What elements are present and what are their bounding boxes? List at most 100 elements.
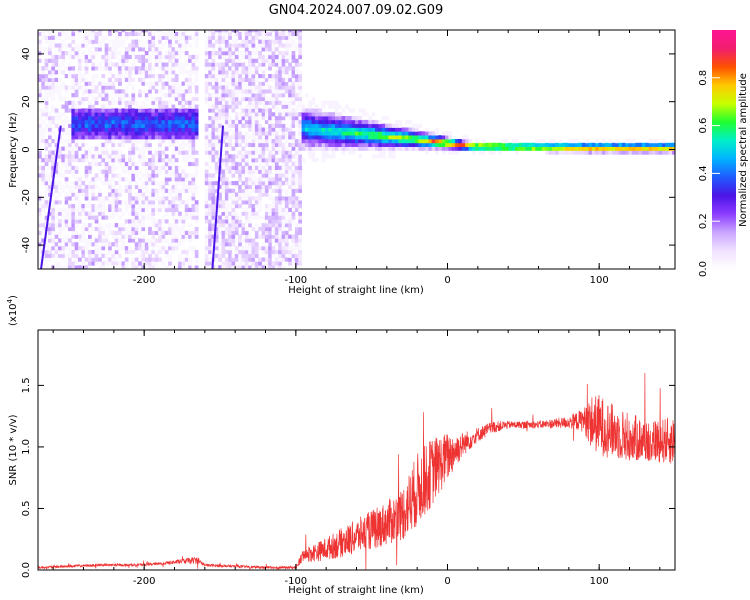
spectrogram-cell (181, 215, 186, 220)
spectrogram-cell (271, 93, 276, 98)
spectrogram-cell (415, 127, 419, 132)
spectrogram-cell (78, 200, 82, 205)
spectrogram-cell (88, 238, 92, 243)
spectrogram-cell (281, 62, 286, 67)
spectrogram-cell (214, 234, 219, 239)
spectrogram-cell (204, 93, 209, 98)
spectrogram-cell (278, 257, 282, 262)
spectrogram-cell (281, 249, 286, 255)
spectrogram-cell (81, 207, 86, 212)
y-tick-label: 1.5 (21, 377, 32, 393)
spectrogram-cell (54, 249, 59, 255)
spectrogram-cell (78, 192, 82, 197)
spectrogram-cell (88, 100, 92, 105)
spectrogram-cell (108, 51, 112, 56)
spectrogram-cell (178, 196, 182, 201)
spectrogram-cell (184, 119, 189, 125)
spectrogram-cell (101, 204, 106, 209)
spectrogram-cell (118, 161, 122, 167)
spectrogram-cell (194, 230, 199, 235)
spectrogram-cell (171, 249, 176, 255)
spectrogram-cell (238, 35, 242, 40)
spectrogram-cell (151, 85, 156, 90)
spectrogram-cell (248, 184, 252, 190)
spectrogram-cell (314, 104, 319, 109)
spectrogram-cell (168, 70, 172, 75)
spectrogram-cell (108, 215, 112, 220)
spectrogram-cell (124, 261, 129, 266)
spectrogram-cell (234, 100, 239, 105)
spectrogram-cell (261, 70, 266, 75)
spectrogram-cell (78, 85, 82, 90)
spectrogram-cell (64, 127, 69, 132)
spectrogram-cell (98, 39, 102, 44)
spectrogram-cell (178, 242, 182, 247)
spectrogram-cell (625, 142, 629, 147)
spectrogram-cell (168, 257, 172, 262)
spectrogram-cell (54, 135, 59, 140)
spectrogram-cell (261, 265, 266, 269)
spectrogram-cell (281, 116, 286, 121)
spectrogram-cell (124, 66, 129, 71)
spectrogram-cell (194, 219, 199, 224)
spectrogram-cell (161, 181, 166, 186)
spectrogram-cell (238, 261, 242, 266)
spectrogram-cell (171, 234, 176, 239)
spectrogram-cell (288, 215, 292, 220)
spectrogram-cell (254, 204, 259, 209)
spectrogram-cell (274, 39, 279, 44)
spectrogram-cell (84, 31, 89, 37)
spectrogram-cell (128, 192, 132, 197)
spectrogram-cell (68, 161, 72, 167)
spectrogram-cell (104, 135, 109, 140)
spectrogram-cell (164, 173, 169, 178)
spectrogram-cell (74, 192, 79, 197)
spectrogram-cell (258, 246, 262, 251)
spectrogram-cell (208, 35, 212, 40)
spectrogram-cell (328, 123, 332, 128)
spectrogram-cell (154, 161, 159, 167)
spectrogram-cell (131, 158, 136, 163)
spectrogram-cell (264, 261, 269, 266)
spectrogram-cell (294, 261, 299, 266)
spectrogram-cell (288, 219, 292, 224)
spectrogram-cell (121, 131, 126, 136)
spectrogram-cell (74, 74, 79, 79)
spectrogram-cell (271, 96, 276, 102)
spectrogram-cell (271, 158, 276, 163)
spectrogram-cell (325, 135, 329, 140)
spectrogram-cell (44, 204, 49, 209)
spectrogram-cell (168, 226, 172, 232)
spectrogram-cell (274, 184, 279, 190)
spectrogram-cell (148, 196, 152, 201)
spectrogram-cell (181, 139, 186, 144)
spectrogram-cell (78, 265, 82, 269)
spectrogram-cell (138, 154, 142, 159)
spectrogram-cell (71, 226, 76, 232)
spectrogram-cell (254, 70, 259, 75)
spectrogram-cell (294, 158, 299, 163)
spectrogram-cell (468, 146, 473, 151)
spectrogram-cell (181, 66, 186, 71)
spectrogram-cell (284, 158, 289, 163)
spectrogram-cell (268, 74, 272, 79)
spectrogram-cell (71, 54, 76, 60)
spectrogram-cell (74, 131, 79, 136)
spectrogram-cell (244, 230, 249, 235)
spectrogram-cell (211, 192, 216, 197)
spectrogram-cell (361, 131, 366, 136)
spectrogram-cell (161, 261, 166, 266)
spectrogram-cell (288, 116, 292, 121)
spectrogram-cell (655, 146, 659, 151)
spectrogram-cell (131, 196, 136, 201)
spectrogram-cell (84, 257, 89, 262)
spectrogram-cell (341, 123, 346, 128)
spectrogram-cell (281, 54, 286, 60)
spectrogram-cell (194, 35, 199, 40)
spectrogram-cell (451, 146, 456, 151)
spectrogram-cell (628, 142, 633, 147)
spectrogram-cell (204, 43, 209, 48)
spectrogram-cell (331, 123, 336, 128)
spectrogram-cell (551, 142, 556, 147)
